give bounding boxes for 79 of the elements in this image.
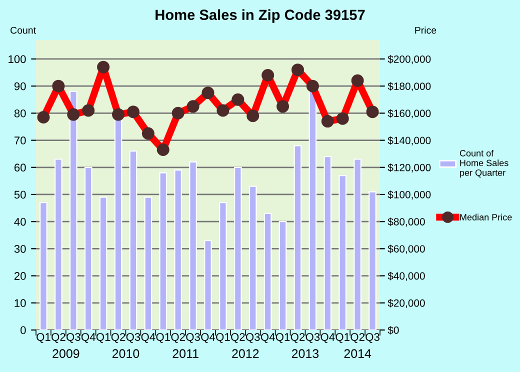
y-tick-label: 30 bbox=[14, 244, 26, 253]
bar bbox=[219, 202, 227, 330]
bar bbox=[368, 191, 376, 330]
text: 2014 bbox=[344, 349, 372, 358]
y-tick-label: 90 bbox=[14, 82, 26, 90]
y2-tick-label: $200,000 bbox=[388, 55, 431, 64]
bar bbox=[189, 161, 197, 330]
x-tick-label: Q2 bbox=[290, 333, 305, 343]
y-tick-label: 20 bbox=[14, 272, 26, 280]
x-tick-label: Q3 bbox=[306, 333, 320, 343]
x-tick-label: Q2 bbox=[111, 333, 126, 343]
x-tick-label: Q4 bbox=[320, 333, 335, 343]
y-tick-label: 60 bbox=[14, 164, 26, 172]
x-tick-label: Q1 bbox=[336, 333, 350, 343]
legend-label: Median Price bbox=[460, 214, 512, 220]
x-tick-label: Q4 bbox=[260, 333, 275, 343]
bar bbox=[174, 170, 182, 330]
x-tick-label: Q1 bbox=[276, 333, 290, 343]
x-tick-label: Q1 bbox=[96, 333, 110, 343]
x-tick-label: Q1 bbox=[216, 333, 230, 343]
text: 2009 bbox=[52, 349, 80, 358]
x-tick-label: Q3 bbox=[66, 333, 80, 343]
legend-label: Count of Home Sales per Quarter bbox=[460, 150, 508, 178]
y2-tick-label: $140,000 bbox=[388, 136, 431, 146]
y-tick-label: 70 bbox=[14, 136, 26, 144]
bar bbox=[69, 90, 78, 330]
bar bbox=[234, 166, 242, 330]
x-tick-label: Q4 bbox=[81, 333, 96, 343]
bar bbox=[84, 166, 92, 330]
bar bbox=[308, 90, 317, 330]
x-tick-label: Q2 bbox=[52, 333, 66, 343]
bar bbox=[159, 172, 168, 330]
y-tick-label: 40 bbox=[14, 218, 26, 226]
bar bbox=[99, 196, 108, 330]
text: 2010 bbox=[112, 349, 140, 358]
bar bbox=[324, 156, 332, 330]
y2-tick-label: $40,000 bbox=[388, 272, 425, 281]
y2-tick-label: $60,000 bbox=[388, 244, 425, 254]
y2-tick-label: $20,000 bbox=[388, 298, 425, 308]
y-tick-label: 50 bbox=[14, 190, 26, 199]
y-tick-label: 80 bbox=[14, 109, 26, 118]
y2-tick-label: $100,000 bbox=[388, 190, 431, 200]
bar bbox=[54, 158, 62, 330]
y2-tick-label: $160,000 bbox=[388, 109, 431, 118]
bar bbox=[144, 196, 152, 330]
y2-tick-label: $80,000 bbox=[388, 218, 425, 227]
text: 2011 bbox=[172, 349, 198, 358]
y2-axis-title: Price bbox=[415, 26, 436, 34]
y-tick-label: 100 bbox=[8, 55, 26, 64]
x-tick-label: Q3 bbox=[126, 333, 140, 343]
x-tick-label: Q1 bbox=[156, 333, 170, 343]
bar bbox=[40, 202, 48, 330]
bar bbox=[264, 212, 272, 330]
chart-title: Home Sales in Zip Code 39157 bbox=[156, 9, 365, 23]
bar bbox=[204, 240, 212, 330]
x-tick-label: Q2 bbox=[231, 333, 245, 343]
bar bbox=[338, 174, 347, 330]
text: 2013 bbox=[292, 349, 319, 358]
y2-tick-label: $120,000 bbox=[388, 163, 431, 172]
bar bbox=[248, 186, 257, 330]
x-tick-label: Q3 bbox=[186, 333, 200, 343]
text: 2012 bbox=[232, 349, 259, 358]
bar bbox=[354, 158, 362, 330]
x-tick-label: Q3 bbox=[366, 333, 380, 343]
bar bbox=[278, 221, 287, 330]
bar bbox=[129, 150, 138, 330]
y-tick-label: 0 bbox=[20, 326, 26, 334]
x-tick-label: Q2 bbox=[171, 333, 185, 343]
x-tick-label: Q4 bbox=[141, 333, 156, 343]
bar bbox=[294, 145, 302, 330]
x-tick-label: Q2 bbox=[350, 333, 364, 343]
y2-tick-label: $0 bbox=[388, 326, 399, 334]
x-tick-label: Q4 bbox=[201, 333, 216, 343]
x-tick-label: Q1 bbox=[36, 333, 50, 343]
y-axis-title: Count bbox=[10, 26, 36, 34]
x-tick-label: Q3 bbox=[246, 333, 260, 343]
y2-tick-label: $180,000 bbox=[388, 82, 431, 92]
y-tick-label: 10 bbox=[14, 299, 26, 308]
bar bbox=[114, 118, 122, 330]
